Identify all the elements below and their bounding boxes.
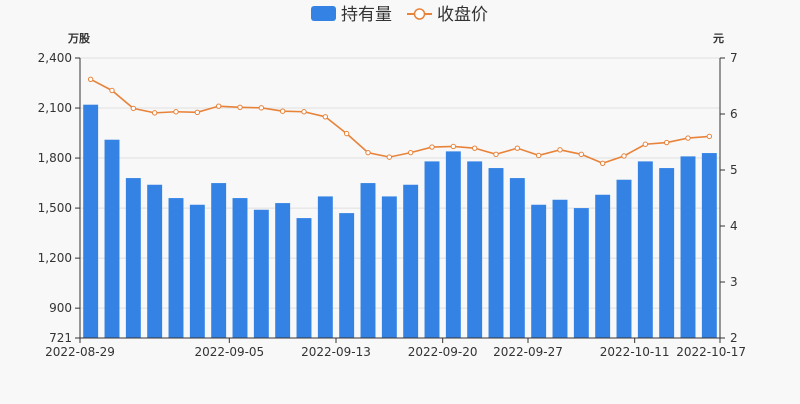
bar [104,139,120,338]
legend[interactable]: 持有量 收盘价 [311,5,488,25]
x-tick-label: 2022-09-20 [408,345,478,359]
line-point [663,139,670,146]
bar [275,203,291,338]
bar [125,178,141,338]
legend-item-close-price[interactable]: 收盘价 [407,5,488,25]
line-point [322,114,329,120]
line-series-close-price [87,76,713,166]
line-point [599,160,606,166]
axes [79,58,721,339]
bar [211,183,227,338]
bar [680,156,696,338]
bar [83,104,99,338]
bar [701,153,717,338]
bar [595,194,611,338]
line-point [514,145,521,151]
bar [296,218,312,338]
line-point [642,141,649,147]
left-tick-label: 900 [49,301,72,315]
bar [509,178,525,338]
x-tick-label: 2022-09-13 [301,345,371,359]
x-axis-ticks: 2022-08-29 2022-09-05 2022-09-13 2022-09-20… [45,338,746,359]
legend-label-close-price: 收盘价 [437,5,488,25]
bar-series-holdings [83,104,717,338]
line-point [151,110,158,116]
line-point [450,143,457,150]
bar [232,198,248,338]
left-tick-label: 2,100 [38,101,72,115]
bar [637,161,653,338]
bar [253,209,269,338]
bar [147,184,163,338]
line-point [194,109,201,116]
legend-swatch-holdings [311,6,336,21]
x-tick-label: 2022-09-05 [194,345,264,359]
left-tick-label: 2,400 [38,51,72,65]
line-point [301,109,307,115]
right-tick-label: 6 [730,107,738,121]
right-tick-label: 7 [730,51,738,65]
line-point [493,151,499,158]
line-point [471,145,478,151]
line-point [535,152,542,159]
bar [381,196,397,338]
right-tick-label: 5 [730,163,738,177]
right-tick-label: 3 [730,275,738,289]
bar [467,161,483,338]
x-tick-label: 2022-10-17 [676,345,746,359]
bar [168,198,184,338]
left-axis-unit: 万股 [67,32,91,45]
right-tick-label: 4 [730,219,738,233]
left-tick-label: 1,800 [38,151,72,165]
line-point [109,87,115,94]
right-axis-ticks: 2 3 4 5 6 7 [720,51,738,345]
line-point [215,103,222,109]
bar [403,184,419,338]
line-point [279,108,286,114]
line-point [685,135,691,141]
left-axis-ticks: 721 900 1,200 1,500 1,800 2,100 2,400 [38,51,80,345]
bar [531,204,547,338]
right-axis-unit: 元 [713,32,724,45]
left-tick-label: 1,200 [38,251,72,265]
legend-label-holdings: 持有量 [341,5,392,25]
bar [317,196,333,338]
x-tick-label: 2022-09-27 [493,345,563,359]
bar [424,161,440,338]
line-point [173,109,179,115]
line-point [429,144,435,150]
grid-lines [80,57,720,309]
line-point [557,147,563,153]
x-tick-label: 2022-08-29 [45,345,115,359]
bar [189,204,205,338]
right-tick-label: 2 [730,331,738,345]
legend-item-holdings[interactable]: 持有量 [311,5,392,25]
bar [488,168,504,338]
bar [552,199,568,338]
close-price-line [90,78,710,165]
line-point [365,149,371,156]
line-point [706,133,713,140]
line-point [130,105,137,112]
bar [573,208,589,338]
legend-marker-close-price [413,8,426,20]
bar [445,151,461,338]
line-point [237,104,243,110]
bar [616,179,632,338]
bar [339,213,355,338]
left-tick-label: 721 [49,331,72,345]
line-point [578,151,585,158]
line-point [621,153,627,159]
line-point [343,130,350,137]
line-point [258,105,265,111]
line-point [386,154,393,160]
bar [360,183,376,338]
bar [659,168,675,338]
line-point [87,76,94,82]
line-point [407,149,414,156]
x-tick-label: 2022-10-11 [600,345,670,359]
left-tick-label: 1,500 [38,201,72,215]
